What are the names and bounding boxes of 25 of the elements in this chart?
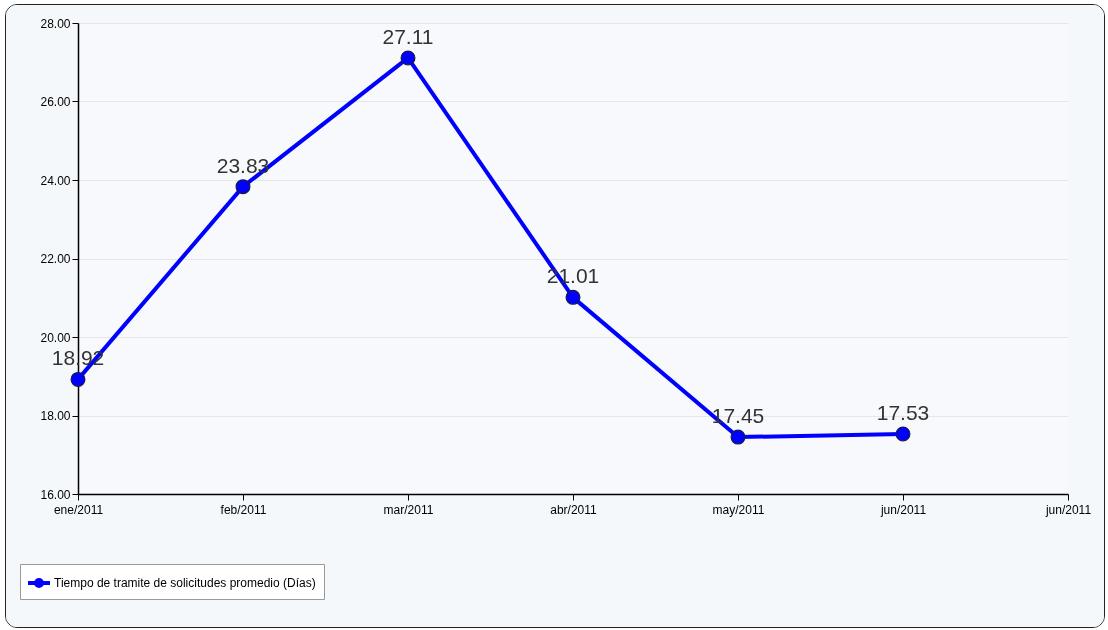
y-tick-label: 22.00 xyxy=(40,252,71,266)
y-tick-label: 20.00 xyxy=(40,330,71,345)
data-label: 27.11 xyxy=(382,24,434,48)
point xyxy=(235,179,251,195)
x-tick-label: mar/2011 xyxy=(383,502,434,517)
point xyxy=(895,426,911,442)
x-tick-label: may/2011 xyxy=(712,502,765,517)
y-tick-label: 18.00 xyxy=(40,409,71,423)
data-label: 17.53 xyxy=(876,400,930,424)
x-tick-label: ene/2011 xyxy=(53,502,104,517)
point xyxy=(730,429,746,445)
y-tick-label: 16.00 xyxy=(40,487,71,502)
x-tick-label: jun/2011 xyxy=(1044,502,1092,517)
y-tick-label: 26.00 xyxy=(40,95,71,109)
point xyxy=(400,50,416,66)
data-label: 23.83 xyxy=(216,153,270,177)
x-tick-label: jun/2011 xyxy=(879,502,927,517)
x-tick-label: feb/2011 xyxy=(220,502,267,517)
x-tick-label: abr/2011 xyxy=(550,502,598,517)
point xyxy=(70,371,86,387)
y-tick-label: 28.00 xyxy=(40,16,71,31)
point xyxy=(565,289,581,305)
legend-label: Tiempo de tramite de solicitudes promedio (Días) xyxy=(54,576,316,590)
data-label: 17.45 xyxy=(711,404,765,428)
y-tick-label: 24.00 xyxy=(40,173,71,188)
